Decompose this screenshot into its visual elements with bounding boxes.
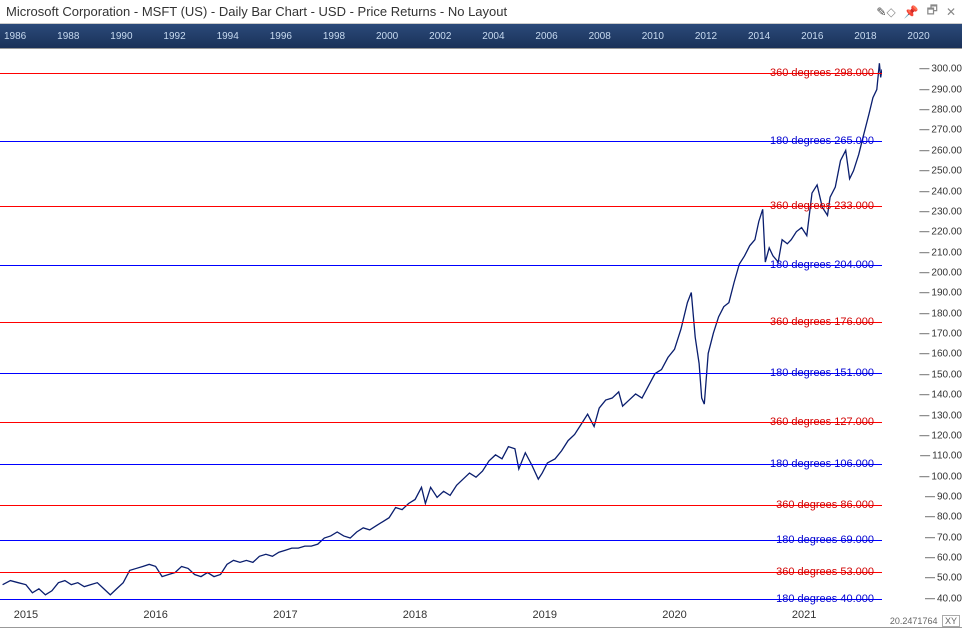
x-axis: 2015 2016 2017 2018 2019 2020 2021 <box>0 607 882 627</box>
degree-line-label: 180 degrees 69.000 <box>776 534 874 546</box>
y-tick-label: 160.00 <box>919 349 962 360</box>
x-tick-label: 2020 <box>662 609 686 621</box>
mini-year-label: 1996 <box>270 31 292 42</box>
pin-icon[interactable]: 📌 <box>904 5 919 19</box>
mini-year-label: 2018 <box>854 31 876 42</box>
mini-year-label: 2016 <box>801 31 823 42</box>
y-tick-label: 140.00 <box>919 390 962 401</box>
x-tick-label: 2016 <box>143 609 167 621</box>
degree-line-label: 180 degrees 40.000 <box>776 593 874 605</box>
mini-year-label: 2012 <box>695 31 717 42</box>
x-tick-label: 2018 <box>403 609 427 621</box>
y-tick-label: 170.00 <box>919 329 962 340</box>
y-tick-label: 270.00 <box>919 125 962 136</box>
degree-line <box>0 505 882 506</box>
xy-label: XY <box>942 615 960 627</box>
mini-year-label: 1988 <box>57 31 79 42</box>
y-tick-label: 200.00 <box>919 268 962 279</box>
close-icon[interactable]: ✕ <box>946 5 956 19</box>
x-tick-label: 2015 <box>14 609 38 621</box>
y-tick-label: 120.00 <box>919 430 962 441</box>
y-tick-label: 190.00 <box>919 288 962 299</box>
edit-icon[interactable]: ✎ <box>876 5 886 19</box>
y-tick-label: 70.00 <box>925 532 962 543</box>
coord-value: 20.2471764 <box>890 616 938 626</box>
degree-line <box>0 599 882 600</box>
x-tick-label: 2017 <box>273 609 297 621</box>
titlebar: Microsoft Corporation - MSFT (US) - Dail… <box>0 0 962 24</box>
x-tick-label: 2019 <box>533 609 557 621</box>
mini-year-label: 1992 <box>163 31 185 42</box>
y-tick-label: 240.00 <box>919 186 962 197</box>
mini-year-label: 2000 <box>376 31 398 42</box>
degree-line <box>0 265 882 266</box>
degree-line <box>0 373 882 374</box>
x-tick-label: 2021 <box>792 609 816 621</box>
mini-year-label: 1986 <box>4 31 26 42</box>
degree-line <box>0 73 882 74</box>
degree-line-label: 180 degrees 265.000 <box>770 135 874 147</box>
y-tick-label: 230.00 <box>919 206 962 217</box>
y-tick-label: 100.00 <box>919 471 962 482</box>
price-chart-svg <box>0 49 882 607</box>
degree-line-label: 360 degrees 298.000 <box>770 67 874 79</box>
y-tick-label: 220.00 <box>919 227 962 238</box>
y-tick-label: 250.00 <box>919 166 962 177</box>
y-tick-label: 60.00 <box>925 553 962 564</box>
chart-area[interactable]: 40.00 50.00 60.00 70.00 80.00 90.00 100.00 110.… <box>0 48 962 628</box>
mini-year-label: 2006 <box>535 31 557 42</box>
price-line <box>3 63 882 595</box>
mini-timeline[interactable]: 1986 1988 1990 1992 1994 1996 1998 2000 2002 2004… <box>0 24 962 48</box>
titlebar-controls: ◇ 📌 🗗 ✕ <box>886 1 956 22</box>
restore-icon[interactable]: 🗗 <box>927 1 938 22</box>
mini-year-label: 2010 <box>642 31 664 42</box>
mini-year-label: 2004 <box>482 31 504 42</box>
y-tick-label: 300.00 <box>919 64 962 75</box>
degree-line <box>0 464 882 465</box>
y-tick-label: 280.00 <box>919 105 962 116</box>
y-tick-label: 290.00 <box>919 84 962 95</box>
mini-year-label: 1990 <box>110 31 132 42</box>
degree-line-label: 180 degrees 151.000 <box>770 367 874 379</box>
y-tick-label: 40.00 <box>925 593 962 604</box>
diamond-icon[interactable]: ◇ <box>886 5 895 19</box>
mini-year-label: 2008 <box>589 31 611 42</box>
degree-line-label: 360 degrees 53.000 <box>776 566 874 578</box>
y-tick-label: 180.00 <box>919 308 962 319</box>
status-readout: 20.2471764 XY <box>890 616 960 626</box>
mini-year-label: 1998 <box>323 31 345 42</box>
degree-line <box>0 141 882 142</box>
y-tick-label: 80.00 <box>925 512 962 523</box>
y-tick-label: 90.00 <box>925 492 962 503</box>
chart-window: Microsoft Corporation - MSFT (US) - Dail… <box>0 0 962 628</box>
window-title: Microsoft Corporation - MSFT (US) - Dail… <box>6 4 870 19</box>
degree-line <box>0 572 882 573</box>
degree-line <box>0 422 882 423</box>
degree-line <box>0 322 882 323</box>
y-tick-label: 110.00 <box>920 451 962 462</box>
degree-line-label: 360 degrees 127.000 <box>770 416 874 428</box>
y-tick-label: 130.00 <box>919 410 962 421</box>
degree-line-label: 360 degrees 233.000 <box>770 200 874 212</box>
degree-line-label: 360 degrees 86.000 <box>776 499 874 511</box>
mini-year-label: 2020 <box>907 31 929 42</box>
mini-year-label: 2002 <box>429 31 451 42</box>
y-tick-label: 150.00 <box>919 369 962 380</box>
mini-year-label: 1994 <box>217 31 239 42</box>
mini-year-label: 2014 <box>748 31 770 42</box>
degree-line-label: 180 degrees 204.000 <box>770 259 874 271</box>
chart-plot[interactable] <box>0 49 882 607</box>
degree-line-label: 180 degrees 106.000 <box>770 458 874 470</box>
y-tick-label: 260.00 <box>919 145 962 156</box>
degree-line-label: 360 degrees 176.000 <box>770 316 874 328</box>
y-axis: 40.00 50.00 60.00 70.00 80.00 90.00 100.00 110.… <box>884 49 962 607</box>
y-tick-label: 210.00 <box>919 247 962 258</box>
degree-line <box>0 540 882 541</box>
y-tick-label: 50.00 <box>925 573 962 584</box>
degree-line <box>0 206 882 207</box>
